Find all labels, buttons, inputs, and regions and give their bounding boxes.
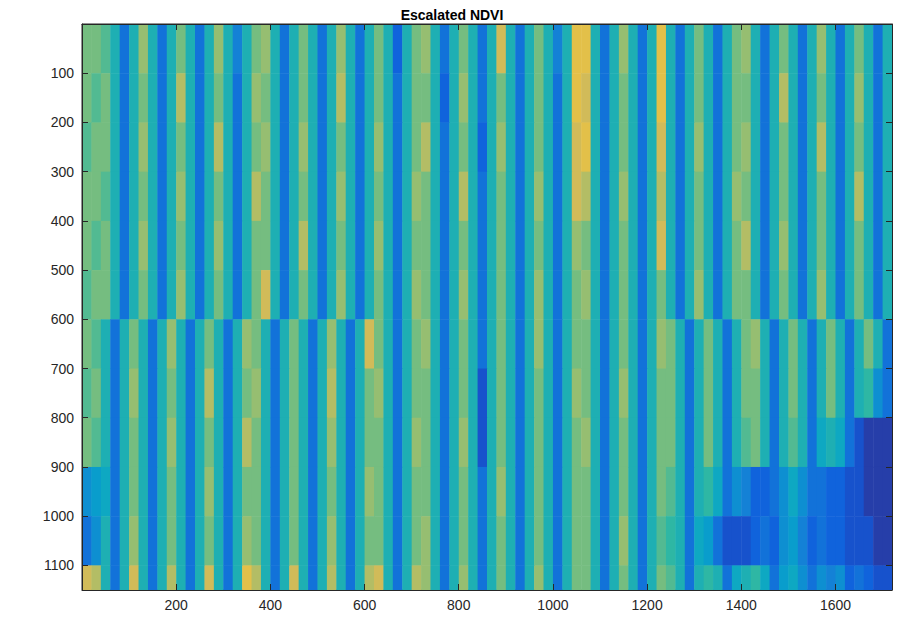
svg-text:200: 200 <box>165 597 189 613</box>
svg-text:1200: 1200 <box>632 597 663 613</box>
svg-text:1000: 1000 <box>43 508 74 524</box>
svg-text:700: 700 <box>51 361 75 377</box>
svg-text:1000: 1000 <box>537 597 568 613</box>
svg-text:400: 400 <box>259 597 283 613</box>
svg-text:800: 800 <box>447 597 471 613</box>
svg-text:1100: 1100 <box>44 557 74 573</box>
svg-text:800: 800 <box>51 410 75 426</box>
svg-text:600: 600 <box>353 597 377 613</box>
svg-text:300: 300 <box>51 164 75 180</box>
svg-text:500: 500 <box>51 262 75 278</box>
svg-text:100: 100 <box>51 65 75 81</box>
svg-text:400: 400 <box>51 213 75 229</box>
svg-text:900: 900 <box>51 459 75 475</box>
svg-text:600: 600 <box>51 311 75 327</box>
svg-text:1400: 1400 <box>726 597 757 613</box>
svg-text:1600: 1600 <box>820 597 851 613</box>
svg-text:Escalated NDVI: Escalated NDVI <box>401 7 504 23</box>
svg-text:200: 200 <box>51 114 75 130</box>
